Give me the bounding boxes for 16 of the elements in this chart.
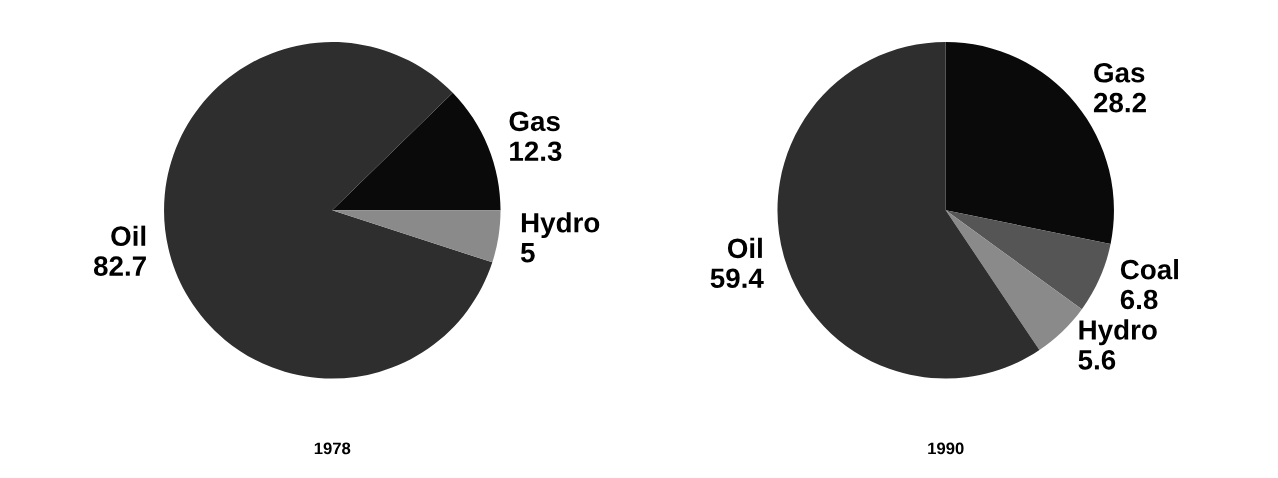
text: 1990 bbox=[928, 442, 964, 455]
slice-label: Hydro bbox=[521, 212, 600, 239]
slice-label: Oil bbox=[111, 225, 146, 247]
slice-label: Oil bbox=[727, 237, 762, 259]
slice-label: Gas bbox=[1094, 62, 1145, 83]
data-label: 59.4 bbox=[710, 268, 764, 289]
data-label: 82.7 bbox=[93, 256, 146, 276]
slice-label: Coal bbox=[1120, 259, 1178, 280]
text: 1978 bbox=[314, 442, 351, 455]
data-label: 6.8 bbox=[1120, 289, 1158, 310]
data-label: 12.3 bbox=[510, 141, 562, 162]
data-label: 5.6 bbox=[1078, 350, 1116, 370]
data-label: 28.2 bbox=[1093, 92, 1146, 113]
slice-label: Gas bbox=[509, 111, 560, 132]
slice-label: Hydro bbox=[1079, 319, 1157, 346]
data-label: 5 bbox=[520, 243, 535, 263]
